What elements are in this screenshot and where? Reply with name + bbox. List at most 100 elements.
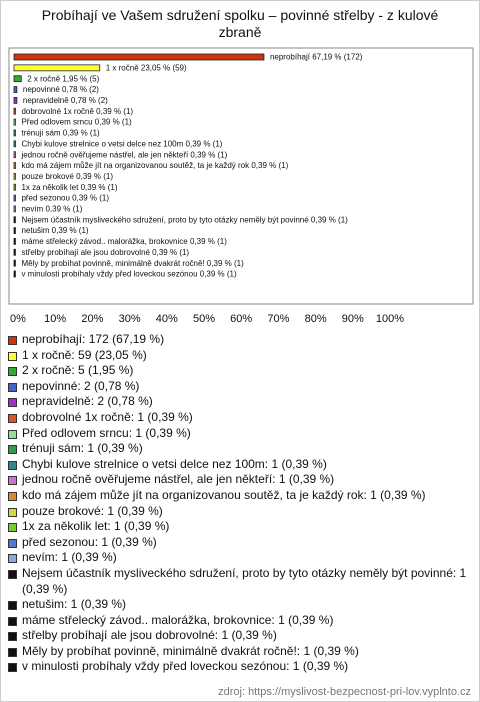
legend-item: netušim: 1 (0,39 %) [8, 597, 470, 613]
value-label: 1x za několik let 0,39 % (1) [21, 183, 117, 192]
x-tick-label: 100% [376, 313, 404, 325]
legend-swatch [8, 647, 17, 657]
legend-item: 1x za několik let: 1 (0,39 %) [8, 519, 470, 535]
x-tick-label: 10% [44, 313, 66, 325]
legend-item: Před odlovem srncu: 1 (0,39 %) [8, 426, 470, 442]
legend-item: střelby probíhají ale jsou dobrovolné: 1… [8, 628, 470, 644]
legend-swatch [8, 632, 17, 642]
value-label: nepravidelně 0,78 % (2) [23, 96, 108, 105]
value-label: Nejsem účastník mysliveckého sdružení, p… [21, 215, 348, 224]
legend-label: 2 x ročně: 5 (1,95 %) [22, 363, 134, 378]
value-label: kdo má zájem může jít na organizovanou s… [21, 161, 288, 170]
bar [13, 270, 16, 278]
legend: neprobíhají: 172 (67,19 %) 1 x ročně: 59 … [8, 332, 470, 675]
legend-item: 2 x ročně: 5 (1,95 %) [8, 363, 470, 379]
legend-swatch [8, 351, 17, 361]
legend-swatch [8, 601, 17, 611]
value-label: před sezonou 0,39 % (1) [21, 194, 109, 203]
legend-label: 1x za několik let: 1 (0,39 %) [22, 519, 170, 534]
bar [13, 64, 101, 72]
legend-item: dobrovolné 1x ročně: 1 (0,39 %) [8, 410, 470, 426]
bar [13, 238, 16, 245]
bar [13, 183, 16, 191]
legend-label: pouze brokové: 1 (0,39 %) [22, 503, 163, 518]
bar [13, 151, 16, 159]
x-tick-label: 20% [81, 313, 103, 325]
legend-item: Měly by probíhat povinně, minimálně dvak… [8, 644, 470, 660]
value-label: střelby probíhají ale jsou dobrovolné 0,… [21, 248, 189, 257]
legend-swatch [8, 429, 17, 439]
legend-label: Měly by probíhat povinně, minimálně dvak… [22, 643, 359, 658]
legend-label: nepravidelně: 2 (0,78 %) [22, 394, 153, 409]
x-tick-label: 70% [267, 313, 289, 325]
title-box: Probíhají ve Vašem sdružení spolku – pov… [41, 7, 439, 40]
legend-label: neprobíhají: 172 (67,19 %) [22, 332, 165, 346]
legend-swatch [8, 491, 17, 501]
chart-title: Probíhají ve Vašem sdružení spolku – pov… [41, 7, 439, 40]
bar [13, 205, 16, 213]
bar [13, 216, 16, 224]
legend-label: kdo má zájem může jít na organizovanou s… [22, 487, 426, 502]
legend-swatch [8, 336, 17, 345]
legend-label: 1 x ročně: 59 (23,05 %) [22, 347, 147, 362]
legend-label: Nejsem účastník mysliveckého sdružení, p… [22, 565, 467, 596]
legend-item: nepravidelně: 2 (0,78 %) [8, 394, 470, 410]
plot-frame [8, 47, 474, 305]
value-label: 2 x ročně 1,95 % (5) [27, 74, 99, 83]
legend-item: nevím: 1 (0,39 %) [8, 550, 470, 566]
legend-swatch [8, 663, 17, 673]
value-label: pouze brokové 0,39 % (1) [21, 172, 113, 181]
legend-item: jednou ročně ověřujeme nástřel, ale jen … [8, 472, 470, 488]
legend-item: máme střelecký závod.. malorážka, brokov… [8, 613, 470, 629]
legend-swatch [8, 507, 17, 517]
bar [13, 172, 16, 180]
value-label: nepovinné 0,78 % (2) [23, 85, 99, 94]
value-label: trénuji sám 0,39 % (1) [21, 129, 100, 138]
legend-swatch [8, 460, 17, 470]
legend-label: nepovinné: 2 (0,78 %) [22, 378, 140, 393]
value-label: v minulosti probíhaly vždy před loveckou… [21, 270, 237, 279]
legend-item: nepovinné: 2 (0,78 %) [8, 379, 470, 395]
legend-swatch [8, 445, 17, 455]
x-tick-label: 80% [305, 313, 327, 325]
legend-swatch [8, 523, 17, 533]
value-label: Chybi kulove strelnice o vetsi delce nez… [21, 139, 222, 148]
legend-swatch [8, 413, 17, 423]
legend-label: střelby probíhají ale jsou dobrovolné: 1… [22, 628, 277, 643]
legend-label: dobrovolné 1x ročně: 1 (0,39 %) [22, 409, 193, 424]
chart: Probíhají ve Vašem sdružení spolku – pov… [8, 7, 474, 325]
legend-item: Chybi kulove strelnice o vetsi delce nez… [8, 457, 470, 473]
value-label: Měly by probíhat povinně, minimálně dvak… [21, 259, 244, 268]
x-tick-label: 50% [193, 313, 215, 325]
legend-label: nevím: 1 (0,39 %) [22, 550, 117, 565]
legend-swatch [8, 476, 17, 486]
legend-label: trénuji sám: 1 (0,39 %) [22, 441, 143, 456]
bar [13, 162, 16, 169]
x-tick-label: 60% [230, 313, 252, 325]
legend-item: v minulosti probíhaly vždy před loveckou… [8, 659, 470, 675]
legend-label: Před odlovem srncu: 1 (0,39 %) [22, 425, 191, 440]
bar [13, 259, 16, 267]
legend-label: Chybi kulove strelnice o vetsi delce nez… [22, 456, 327, 471]
legend-item: před sezonou: 1 (0,39 %) [8, 535, 470, 551]
legend-item: Nejsem účastník mysliveckého sdružení, p… [8, 566, 470, 597]
value-label: neprobíhají 67,19 % (172) [270, 53, 363, 62]
legend-label: máme střelecký závod.. malorážka, brokov… [22, 612, 334, 627]
legend-label: v minulosti probíhaly vždy před loveckou… [22, 659, 349, 674]
legend-label: netušim: 1 (0,39 %) [22, 597, 127, 612]
bar [13, 248, 16, 256]
legend-item: trénuji sám: 1 (0,39 %) [8, 441, 470, 457]
bar [13, 140, 16, 148]
legend-swatch [8, 398, 17, 408]
bar [13, 53, 265, 61]
legend-swatch [8, 616, 17, 626]
legend-swatch [8, 367, 17, 377]
legend-label: jednou ročně ověřujeme nástřel, ale jen … [22, 472, 335, 487]
x-tick-label: 30% [119, 313, 141, 325]
bar [13, 129, 16, 137]
value-label: netušim 0,39 % (1) [21, 226, 88, 235]
value-label: nevím 0,39 % (1) [21, 205, 82, 214]
legend-swatch [8, 382, 17, 392]
bar [13, 75, 22, 83]
